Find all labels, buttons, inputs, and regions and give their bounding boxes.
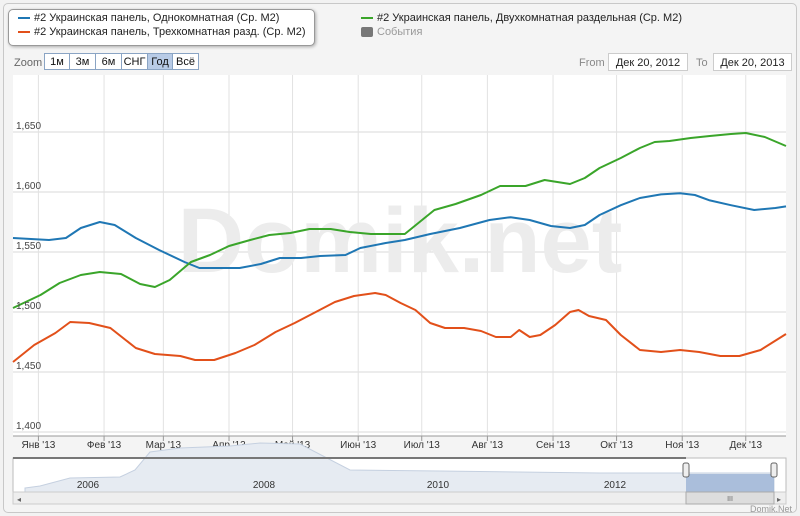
x-tick-label: Июл '13 (404, 440, 441, 451)
legend-label: #2 Украинская панель, Двухкомнатная разд… (377, 12, 682, 24)
legend-label: #2 Украинская панель, Однокомнатная (Ср.… (34, 12, 280, 24)
plot-area (13, 75, 786, 436)
x-tick-label: Дек '13 (729, 440, 762, 451)
legend-item-one-room[interactable]: #2 Украинская панель, Однокомнатная (Ср.… (18, 12, 279, 24)
y-tick-label: 1,550 (16, 241, 41, 252)
x-tick-label: Апр '13 (212, 440, 246, 451)
to-label: To (696, 57, 708, 69)
legend-item-three-room[interactable]: #2 Украинская панель, Трехкомнатная разд… (18, 26, 306, 38)
navigator[interactable]: 2006 2008 2010 2012 III ◂ ▸ (12, 442, 787, 505)
y-tick-label: 1,600 (16, 181, 41, 192)
series-swatch (18, 31, 30, 33)
legend (8, 9, 315, 46)
navigator-left-handle (682, 462, 690, 478)
series-line (12, 192, 787, 269)
y-tick-label: 1,400 (16, 421, 41, 432)
y-tick-label: 1,450 (16, 361, 41, 372)
zoom-label: Zoom (14, 57, 43, 69)
zoom-year-button[interactable]: Год (147, 53, 173, 70)
zoom-3m-button[interactable]: 3м (69, 53, 96, 70)
legend-label: События (377, 26, 423, 38)
zoom-all-button[interactable]: Всё (172, 53, 199, 70)
x-tick-label: Окт '13 (600, 440, 633, 451)
scroll-right-arrow-icon: ▸ (777, 495, 781, 504)
series-swatch (18, 17, 30, 19)
to-date-input[interactable]: Дек 20, 2013 (713, 53, 792, 71)
events-swatch (361, 27, 373, 37)
credit-text: Domik.Net (749, 504, 792, 514)
legend-item-two-room[interactable]: #2 Украинская панель, Двухкомнатная разд… (361, 12, 682, 24)
x-tick-label: Июн '13 (340, 440, 376, 451)
scrollbar-grip-icon: III (727, 496, 733, 503)
zoom-1m-button[interactable]: 1м (44, 53, 70, 70)
scrollbar-track (12, 491, 787, 505)
x-tick-label: Ноя '13 (665, 440, 699, 451)
x-tick-label: Фев '13 (87, 440, 122, 451)
legend-label: #2 Украинская панель, Трехкомнатная разд… (34, 26, 306, 38)
y-tick-label: 1,500 (16, 301, 41, 312)
series-line (12, 132, 787, 309)
series-line (12, 292, 787, 363)
navigator-year-label: 2012 (604, 480, 627, 491)
x-tick-label: Мар '13 (146, 440, 182, 451)
zoom-6m-button[interactable]: 6м (95, 53, 122, 70)
y-tick-label: 1,650 (16, 121, 41, 132)
scroll-left-arrow-icon: ◂ (17, 495, 21, 504)
legend-item-events[interactable]: События (361, 26, 422, 38)
scrollbar-thumb (685, 491, 775, 505)
zoom-ytd-button[interactable]: СНГ (121, 53, 148, 70)
series-swatch (361, 17, 373, 19)
navigator-year-label: 2010 (427, 480, 450, 491)
from-label: From (579, 57, 605, 69)
navigator-year-label: 2008 (253, 480, 276, 491)
navigator-right-handle (770, 462, 778, 478)
x-tick-label: Авг '13 (472, 440, 504, 451)
x-tick-label: Янв '13 (21, 440, 55, 451)
navigator-year-label: 2006 (77, 480, 100, 491)
navigator-selected-range (686, 474, 774, 492)
x-tick-label: Сен '13 (536, 440, 571, 451)
from-date-input[interactable]: Дек 20, 2012 (608, 53, 688, 71)
